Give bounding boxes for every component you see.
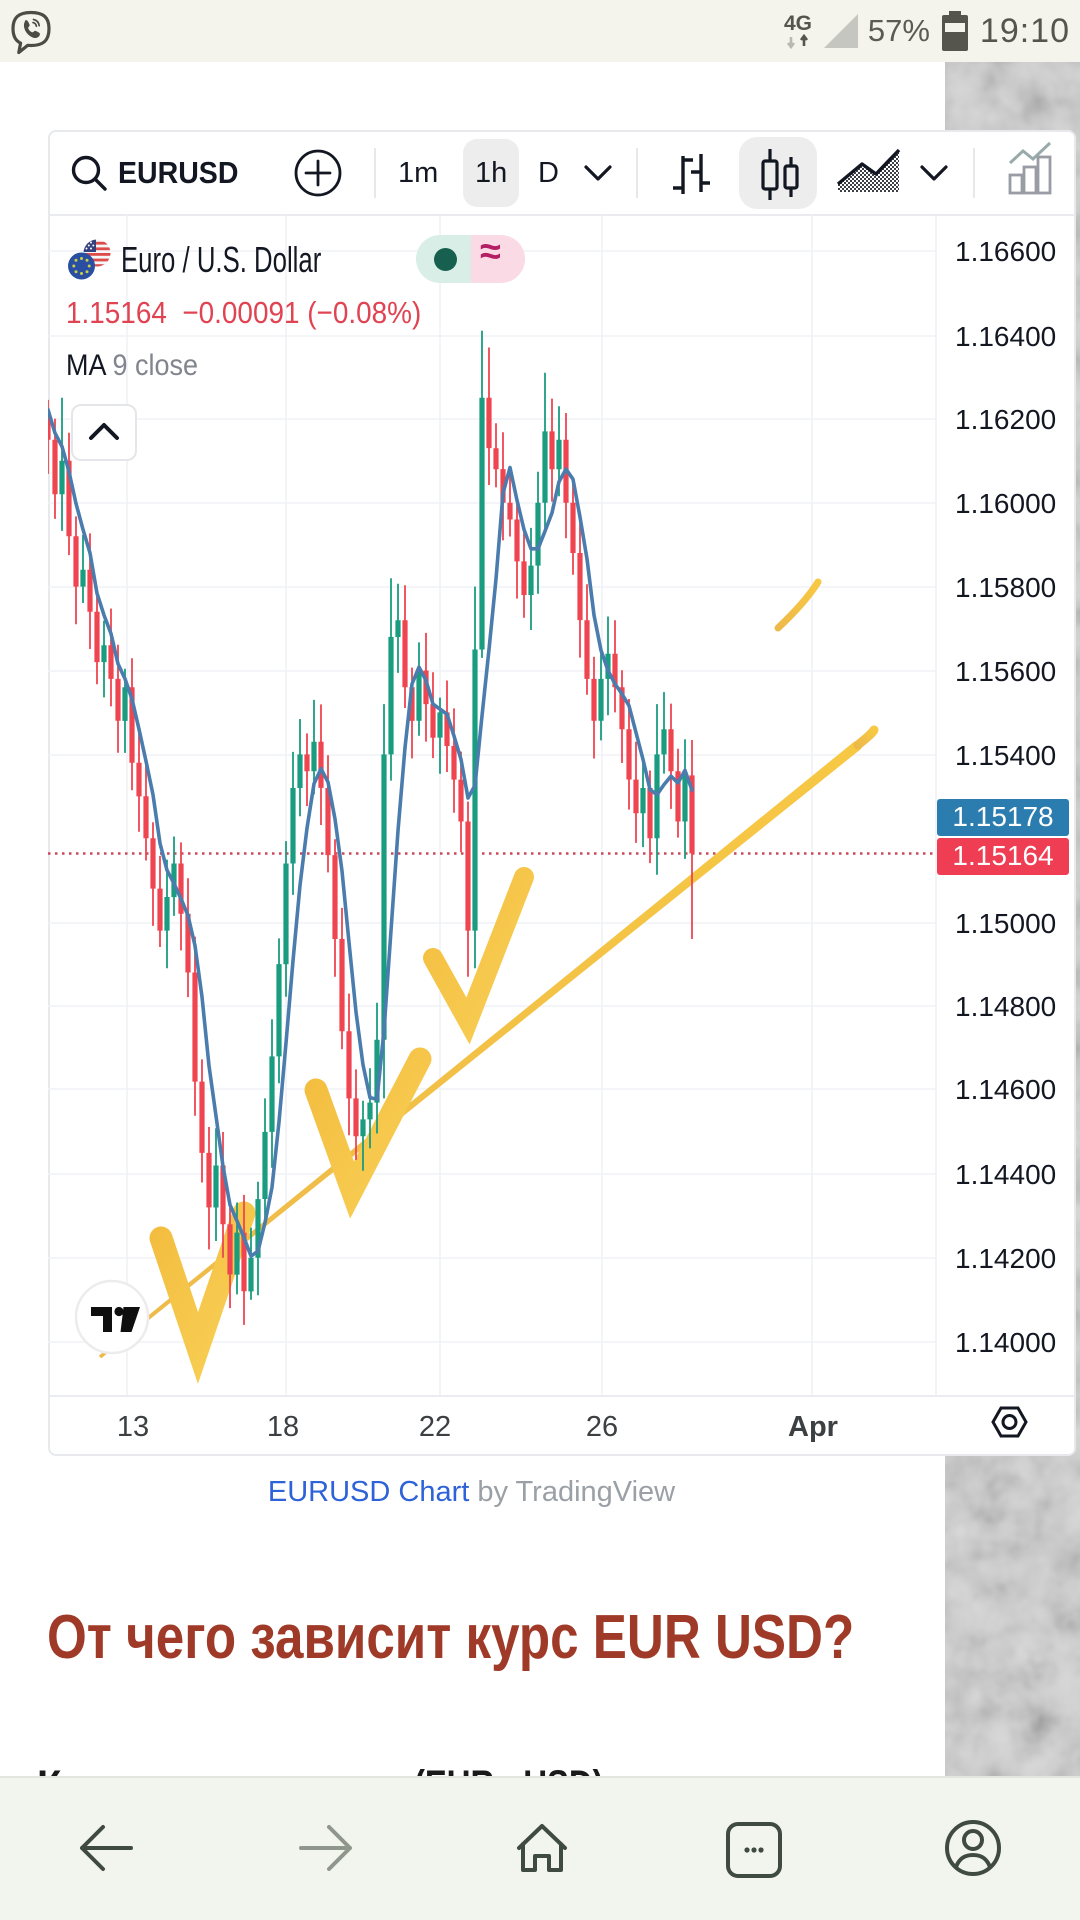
svg-text:26: 26 xyxy=(586,1411,618,1443)
svg-text:22: 22 xyxy=(419,1411,451,1443)
svg-text:1.16200: 1.16200 xyxy=(955,404,1056,435)
svg-text:1.14400: 1.14400 xyxy=(955,1159,1056,1190)
svg-text:1.16400: 1.16400 xyxy=(955,321,1056,352)
svg-text:1.15600: 1.15600 xyxy=(955,656,1056,687)
svg-text:13: 13 xyxy=(117,1411,149,1443)
svg-text:1.16000: 1.16000 xyxy=(955,488,1056,519)
svg-text:1.14600: 1.14600 xyxy=(955,1074,1056,1105)
svg-text:1.16600: 1.16600 xyxy=(955,236,1056,267)
svg-text:1.14800: 1.14800 xyxy=(955,991,1056,1022)
svg-text:1.14200: 1.14200 xyxy=(955,1243,1056,1274)
svg-text:1.15400: 1.15400 xyxy=(955,740,1056,771)
svg-text:18: 18 xyxy=(267,1411,299,1443)
svg-text:1.15000: 1.15000 xyxy=(955,908,1056,939)
svg-text:1.14000: 1.14000 xyxy=(955,1327,1056,1358)
svg-text:4G: 4G xyxy=(784,12,812,35)
svg-text:1.15800: 1.15800 xyxy=(955,572,1056,603)
svg-text:Apr: Apr xyxy=(788,1411,838,1443)
svg-text:1.15178: 1.15178 xyxy=(952,801,1053,832)
svg-text:1.15164: 1.15164 xyxy=(952,840,1053,871)
